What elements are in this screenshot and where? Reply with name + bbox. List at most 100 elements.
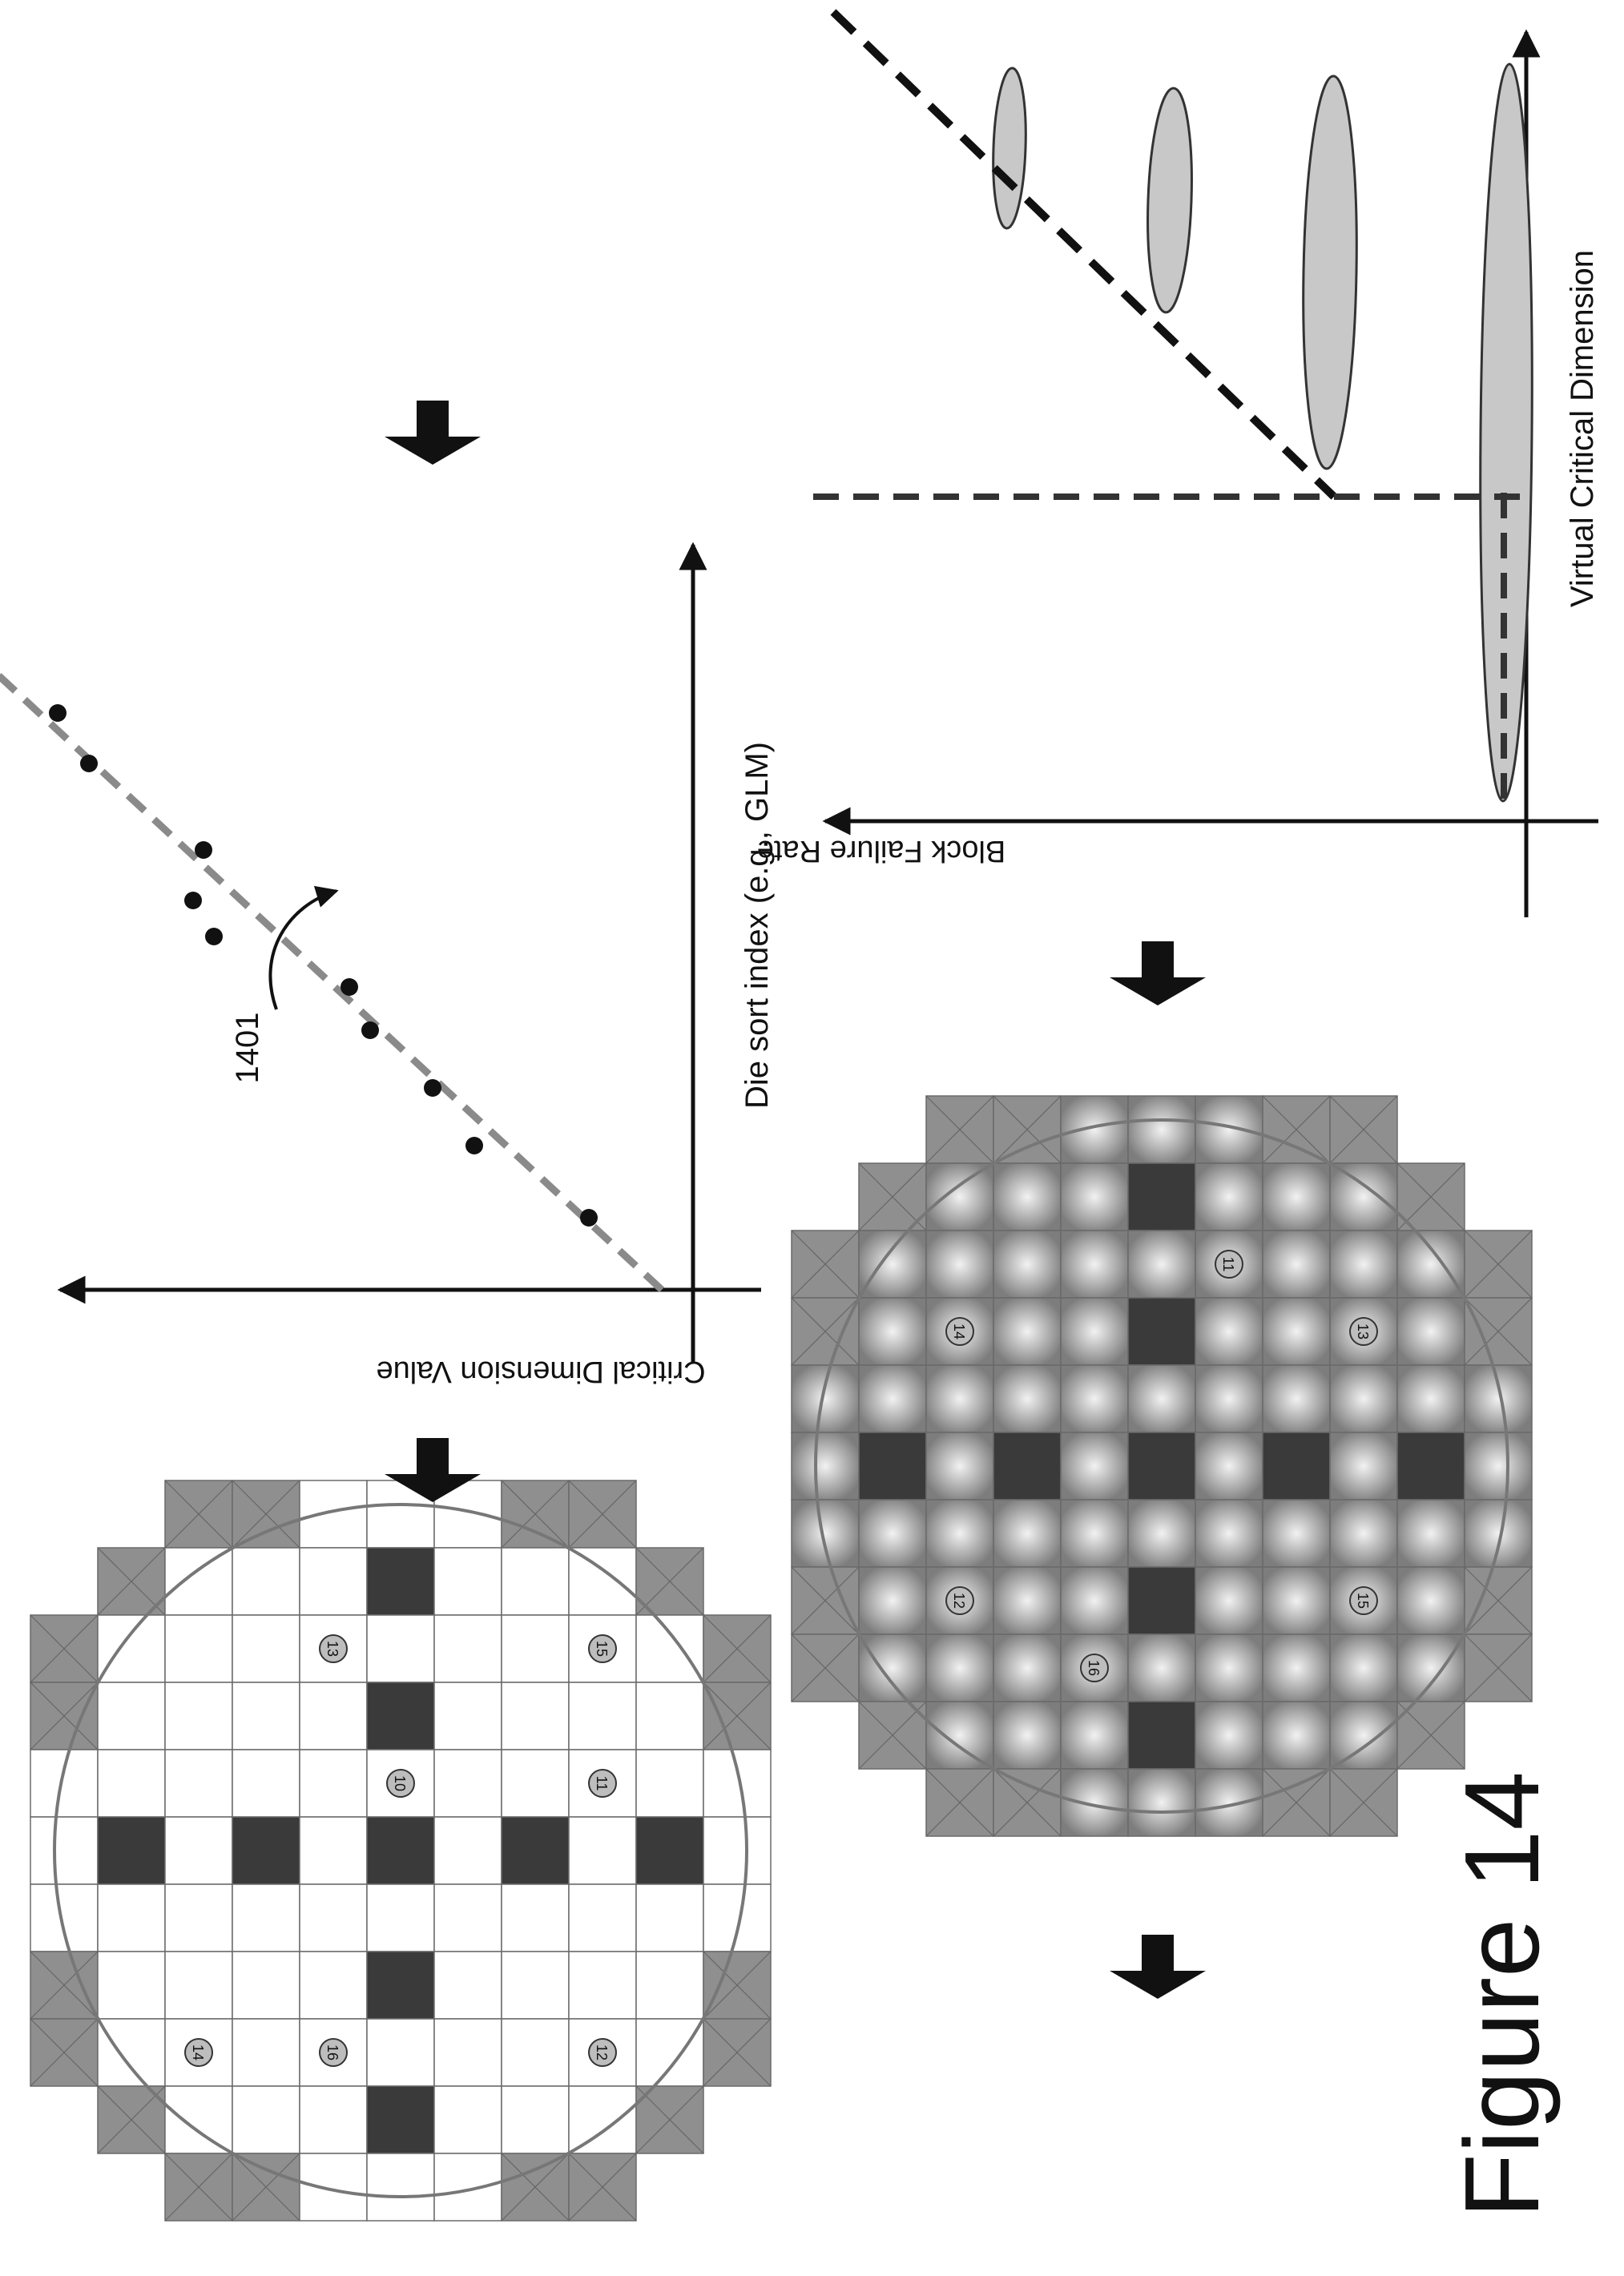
arrow-scatter-to-next (385, 401, 481, 465)
wafer-die (501, 1749, 570, 1818)
scatter-point (341, 978, 358, 996)
wafer-die (635, 1883, 704, 1952)
wafer-die (1127, 1432, 1196, 1501)
wafer-die (635, 1951, 704, 2020)
wafer-die (299, 1883, 368, 1952)
wafer-die (232, 2085, 300, 2154)
wafer-die (1262, 1499, 1331, 1568)
scatter-point (580, 1209, 598, 1227)
wafer-die (993, 1162, 1062, 1231)
wafer-die (232, 1682, 300, 1750)
wafer-die (993, 1499, 1062, 1568)
wafer-die (433, 1749, 502, 1818)
wafer-map-gradient: 12 13 14 15 16 11 (791, 1095, 1533, 1837)
die-site-marker (319, 2038, 348, 2067)
wafer-die (858, 1499, 927, 1568)
die-site-label: 10 (392, 1775, 408, 1791)
wafer-die (1464, 1432, 1533, 1501)
wafer-die (1262, 1566, 1331, 1635)
die-site-label: 15 (1355, 1593, 1371, 1609)
wafer-die (501, 2018, 570, 2087)
wafer-die (97, 2018, 166, 2087)
wafer-die (1396, 1297, 1465, 1366)
wafer-die (1262, 1364, 1331, 1433)
wafer-die (1195, 1162, 1263, 1231)
flow-arrows (385, 401, 1206, 1999)
wafer-die (366, 1547, 435, 1616)
wafer-die (232, 1816, 300, 1885)
wafer-die (433, 2085, 502, 2154)
wafer-die (791, 1499, 860, 1568)
scatter-points (49, 704, 598, 1227)
wafer-die (366, 2018, 435, 2087)
die-site-marker (319, 1634, 348, 1663)
die-site-label: 11 (1220, 1257, 1236, 1272)
wafer-die (501, 1614, 570, 1683)
die-site-label: 14 (190, 2044, 206, 2060)
wafer-die (1195, 1499, 1263, 1568)
wafer-die (1060, 1566, 1129, 1635)
wafer-die (1262, 1297, 1331, 1366)
wafer-die (993, 1230, 1062, 1299)
die-site-marker (945, 1317, 974, 1346)
wafer-die (1329, 1364, 1398, 1433)
wafer-die (366, 1951, 435, 2020)
arrow-wafer-b-to-failure (1110, 941, 1206, 1005)
wafer-die (164, 2085, 233, 2154)
wafer-die (1127, 1162, 1196, 1231)
wafer-die (299, 2085, 368, 2154)
die-site-marker (588, 2038, 617, 2067)
wafer-die (1127, 1364, 1196, 1433)
wafer-die (164, 1816, 233, 1885)
wafer-die (858, 1364, 927, 1433)
scatter-y-axis-label: Critical Dimension Value (376, 1355, 705, 1388)
wafer-die (1127, 1297, 1196, 1366)
wafer-die (1195, 1095, 1263, 1164)
wafer-die (1195, 1566, 1263, 1635)
die-site-marker (1349, 1317, 1378, 1346)
wafer-die (1127, 1768, 1196, 1837)
scatter-point (465, 1137, 483, 1154)
wafer-die (232, 1883, 300, 1952)
wafer-die (635, 1816, 704, 1885)
wafer-die (993, 1566, 1062, 1635)
wafer-die (232, 1951, 300, 2020)
wafer-die (1195, 1701, 1263, 1770)
die-site-label: 11 (594, 1776, 610, 1791)
wafer-die (925, 1432, 994, 1501)
wafer-die (1060, 1364, 1129, 1433)
wafer-die (501, 1547, 570, 1616)
wafer-die (925, 1230, 994, 1299)
die-site-marker (1080, 1654, 1109, 1682)
wafer-die (433, 2153, 502, 2222)
die-site-label: 16 (324, 2044, 341, 2060)
wafer-die (568, 1951, 637, 2020)
die-site-marker (386, 1769, 415, 1798)
wafer-outline (53, 1503, 748, 2198)
wafer-die (30, 1749, 99, 1818)
wafer-die (366, 1682, 435, 1750)
wafer-die (1060, 1701, 1129, 1770)
wafer-die (366, 2085, 435, 2154)
wafer-die (568, 1883, 637, 1952)
wafer-die (858, 1566, 927, 1635)
wafer-die (791, 1432, 860, 1501)
wafer-die (1195, 1297, 1263, 1366)
wafer-die (299, 1749, 368, 1818)
arrow-into-wafer-b (1110, 1935, 1206, 1999)
wafer-die (433, 2018, 502, 2087)
wafer-die (232, 1547, 300, 1616)
wafer-die (703, 1816, 772, 1885)
wafer-die (925, 1162, 994, 1231)
threshold-line (830, 9, 1337, 500)
wafer-die (501, 2085, 570, 2154)
wafer-die (433, 1614, 502, 1683)
wafer-die (299, 1480, 368, 1549)
wafer-die (925, 1633, 994, 1702)
wafer-die (1060, 1095, 1129, 1164)
die-site-label: 13 (1355, 1323, 1371, 1339)
wafer-die (501, 1883, 570, 1952)
wafer-die (1127, 1499, 1196, 1568)
wafer-die (568, 1682, 637, 1750)
